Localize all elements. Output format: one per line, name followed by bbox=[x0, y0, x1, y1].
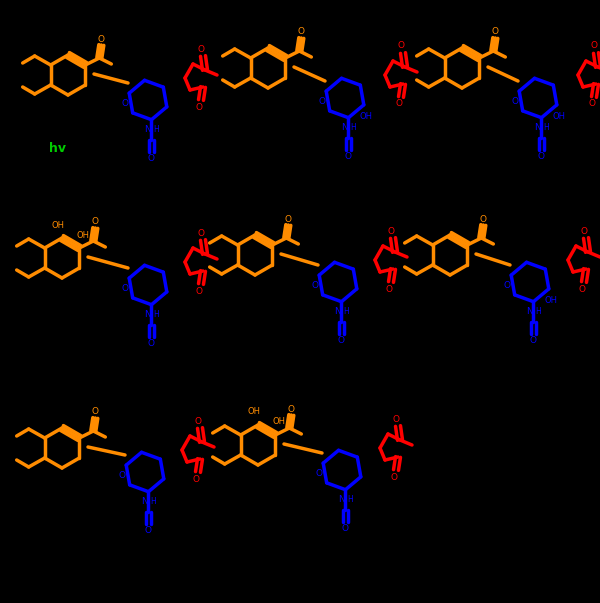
Text: O: O bbox=[98, 34, 105, 43]
Text: O: O bbox=[196, 286, 203, 295]
Text: O: O bbox=[578, 285, 586, 294]
Text: O: O bbox=[193, 475, 199, 484]
Text: H: H bbox=[344, 307, 349, 316]
Text: O: O bbox=[503, 280, 511, 289]
Text: H: H bbox=[154, 310, 160, 319]
Text: O: O bbox=[316, 469, 322, 478]
Text: O: O bbox=[388, 227, 395, 236]
Text: O: O bbox=[398, 42, 404, 51]
Text: N: N bbox=[141, 497, 148, 506]
Text: O: O bbox=[386, 285, 392, 294]
Text: O: O bbox=[391, 473, 398, 482]
Text: O: O bbox=[118, 470, 125, 479]
Text: O: O bbox=[148, 339, 155, 348]
Text: O: O bbox=[530, 336, 537, 345]
Text: N: N bbox=[334, 307, 341, 316]
Text: H: H bbox=[151, 497, 157, 506]
Text: H: H bbox=[347, 495, 353, 504]
Text: OH: OH bbox=[544, 296, 557, 305]
Text: O: O bbox=[590, 42, 598, 51]
Text: O: O bbox=[121, 283, 128, 292]
Text: N: N bbox=[338, 495, 345, 504]
Text: hv: hv bbox=[49, 142, 67, 154]
Text: O: O bbox=[581, 227, 587, 236]
Text: O: O bbox=[511, 96, 518, 106]
Text: O: O bbox=[480, 215, 487, 224]
Text: O: O bbox=[288, 405, 295, 414]
Text: O: O bbox=[194, 417, 202, 426]
Text: OH: OH bbox=[359, 112, 372, 121]
Text: O: O bbox=[319, 96, 325, 106]
Text: O: O bbox=[342, 524, 349, 533]
Text: O: O bbox=[298, 28, 305, 37]
Text: O: O bbox=[148, 154, 155, 163]
Text: O: O bbox=[92, 408, 99, 417]
Text: O: O bbox=[196, 103, 203, 112]
Text: O: O bbox=[345, 152, 352, 161]
Text: OH: OH bbox=[273, 417, 286, 426]
Text: O: O bbox=[538, 152, 545, 161]
Text: N: N bbox=[341, 123, 348, 132]
Text: O: O bbox=[121, 98, 128, 107]
Text: OH: OH bbox=[52, 221, 65, 230]
Text: O: O bbox=[285, 215, 292, 224]
Text: O: O bbox=[395, 99, 403, 109]
Text: OH: OH bbox=[248, 408, 260, 417]
Text: O: O bbox=[338, 336, 345, 345]
Text: O: O bbox=[197, 45, 205, 54]
Text: H: H bbox=[544, 123, 550, 132]
Text: O: O bbox=[197, 229, 205, 238]
Text: N: N bbox=[144, 310, 151, 319]
Text: H: H bbox=[154, 125, 160, 134]
Text: O: O bbox=[92, 218, 99, 227]
Text: N: N bbox=[534, 123, 541, 132]
Text: O: O bbox=[145, 526, 152, 535]
Text: OH: OH bbox=[77, 230, 90, 239]
Text: H: H bbox=[350, 123, 356, 132]
Text: N: N bbox=[526, 307, 533, 316]
Text: OH: OH bbox=[552, 112, 565, 121]
Text: O: O bbox=[392, 414, 400, 423]
Text: N: N bbox=[144, 125, 151, 134]
Text: O: O bbox=[311, 280, 319, 289]
Text: O: O bbox=[589, 99, 595, 109]
Text: O: O bbox=[492, 28, 499, 37]
Text: H: H bbox=[536, 307, 541, 316]
